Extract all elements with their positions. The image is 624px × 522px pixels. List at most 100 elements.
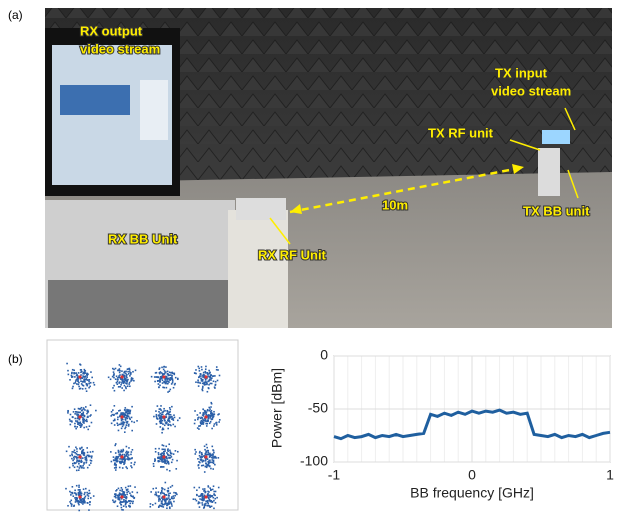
constellation-dot (201, 423, 203, 425)
constellation-dot (81, 371, 83, 373)
constellation-dot (211, 383, 213, 385)
constellation-dot (202, 461, 204, 463)
constellation-dot (80, 491, 82, 493)
constellation-dot (200, 373, 202, 375)
constellation-dot (70, 500, 72, 502)
constellation-dot (156, 372, 158, 374)
constellation-dot (214, 464, 216, 466)
constellation-dot (170, 409, 172, 411)
constellation-dot (89, 425, 91, 427)
constellation-dot (213, 500, 215, 502)
constellation-dot (126, 494, 128, 496)
constellation-dot (211, 501, 213, 503)
constellation-dot (171, 406, 173, 408)
constellation-dot (161, 378, 163, 380)
constellation-dot (87, 429, 89, 431)
constellation-dot (166, 421, 168, 423)
constellation-dot (71, 376, 73, 378)
constellation-dot (83, 488, 85, 490)
constellation-dot (205, 500, 207, 502)
constellation-dot (158, 491, 160, 493)
constellation-dot (213, 425, 215, 427)
constellation-dot (209, 456, 211, 458)
constellation-dot (119, 364, 121, 366)
constellation-dot (133, 464, 135, 466)
constellation-dot (205, 414, 207, 416)
constellation-center (162, 495, 165, 498)
constellation-dot (210, 468, 212, 470)
constellation-dot (211, 462, 213, 464)
constellation-dot (69, 379, 71, 381)
constellation-dot (161, 418, 163, 420)
constellation-dot (128, 447, 130, 449)
constellation-dot (72, 388, 74, 390)
constellation-dot (83, 422, 85, 424)
photo-label: 10m (382, 197, 408, 212)
constellation-dot (162, 387, 164, 389)
constellation-dot (207, 461, 209, 463)
constellation-dot (129, 493, 131, 495)
constellation-dot (209, 500, 211, 502)
constellation-dot (162, 380, 164, 382)
constellation-dot (153, 465, 155, 467)
constellation-dot (150, 506, 152, 508)
constellation-dot (74, 423, 76, 425)
constellation-dot (161, 412, 163, 414)
constellation-dot (115, 490, 117, 492)
constellation-dot (176, 494, 178, 496)
constellation-dot (86, 413, 88, 415)
constellation-dot (179, 417, 181, 419)
constellation-dot (82, 388, 84, 390)
constellation-dot (174, 495, 176, 497)
constellation-dot (173, 419, 175, 421)
constellation-dot (202, 504, 204, 506)
constellation-dot (84, 457, 86, 459)
constellation-dot (166, 416, 168, 418)
constellation-dot (158, 498, 160, 500)
constellation-dot (173, 414, 175, 416)
constellation-dot (208, 387, 210, 389)
constellation-dot (198, 428, 200, 430)
constellation-dot (209, 378, 211, 380)
constellation-dot (78, 463, 80, 465)
constellation-dot (131, 467, 133, 469)
constellation-dot (129, 506, 131, 508)
constellation-dot (113, 456, 115, 458)
constellation-dot (204, 471, 206, 473)
constellation-dot (123, 372, 125, 374)
constellation-dot (124, 462, 126, 464)
constellation-dot (77, 381, 79, 383)
constellation-dot (155, 491, 157, 493)
constellation-dot (202, 375, 204, 377)
constellation-dot (161, 432, 163, 434)
constellation-dot (70, 424, 72, 426)
constellation-dot (161, 455, 163, 457)
constellation-dot (69, 467, 71, 469)
constellation-dot (212, 456, 214, 458)
constellation-dot (205, 372, 207, 374)
constellation-dot (73, 451, 75, 453)
constellation-dot (120, 493, 122, 495)
constellation-dot (69, 491, 71, 493)
constellation-dot (204, 488, 206, 490)
constellation-dot (211, 418, 213, 420)
constellation-dot (208, 370, 210, 372)
constellation-dot (200, 417, 202, 419)
constellation-dot (86, 426, 88, 428)
constellation-dot (155, 503, 157, 505)
constellation-dot (166, 381, 168, 383)
constellation-dot (118, 386, 120, 388)
constellation-dot (207, 500, 209, 502)
constellation-dot (127, 501, 129, 503)
constellation-dot (81, 450, 83, 452)
constellation-dot (70, 414, 72, 416)
constellation-dot (122, 374, 124, 376)
constellation-dot (197, 379, 199, 381)
constellation-dot (216, 369, 218, 371)
constellation-dot (198, 467, 200, 469)
constellation-dot (168, 493, 170, 495)
constellation-dot (93, 495, 95, 497)
constellation-dot (174, 417, 176, 419)
constellation-dot (111, 411, 113, 413)
constellation-dot (211, 428, 213, 430)
